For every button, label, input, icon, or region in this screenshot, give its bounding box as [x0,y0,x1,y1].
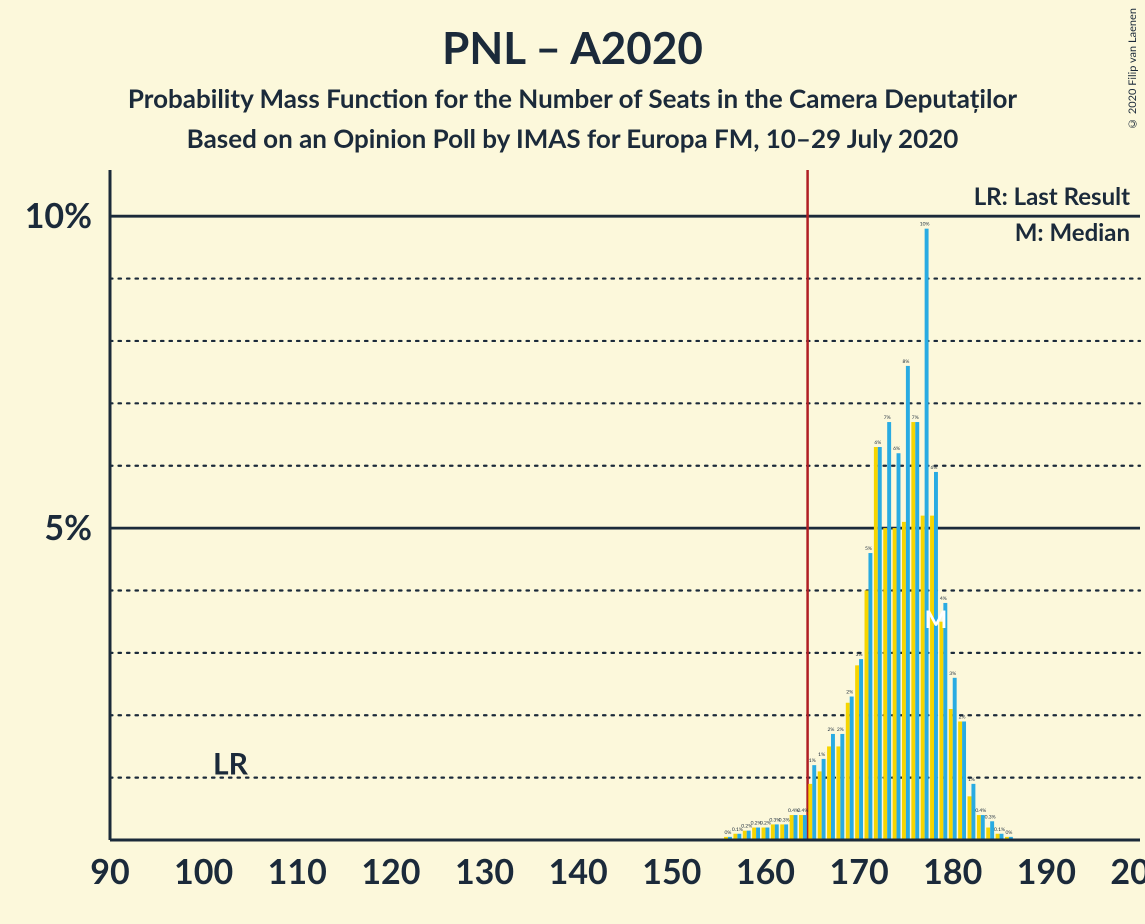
bar-blue [906,366,910,840]
x-tick-label: 90 [90,851,129,892]
bar-value-label: 0% [725,830,732,836]
bar-value-label: 5% [865,546,872,552]
bar-value-label: 8% [902,359,909,365]
bar-value-label: 2% [846,690,853,696]
bar-blue [812,765,816,840]
bar-value-label: 7% [912,415,919,421]
bar-yellow [780,824,784,840]
bar-yellow [762,828,766,840]
bar-value-label: 0.3% [985,814,996,820]
bar-yellow [818,771,822,840]
bar-value-label: 0.3% [779,817,790,823]
bar-blue [953,678,957,840]
bar-blue [831,734,835,840]
x-tick-label: 110 [268,851,327,892]
bar-blue [868,553,872,840]
bar-yellow [874,447,878,840]
bar-yellow [921,516,925,840]
x-tick-label: 190 [1017,851,1076,892]
bar-yellow [893,528,897,840]
bar-blue [794,815,798,840]
bar-yellow [902,522,906,840]
bar-yellow [799,815,803,840]
bar-blue [775,824,779,840]
bar-blue [765,828,769,840]
y-tick-label: 5% [44,507,92,548]
bar-value-label: 6% [874,440,881,446]
bar-yellow [949,709,953,840]
bar-yellow [930,516,934,840]
bar-value-label: 2% [828,727,835,733]
bar-value-label: 6% [893,446,900,452]
bar-yellow [986,828,990,840]
x-tick-label: 100 [174,851,233,892]
x-tick-label: 170 [830,851,889,892]
bar-value-label: 1% [809,758,816,764]
bar-yellow [865,590,869,840]
bar-blue [784,824,788,840]
median-marker-label: M [925,605,948,634]
legend-lr: LR: Last Result [974,182,1130,211]
bar-blue [962,721,966,840]
bar-yellow [827,746,831,840]
bar-value-label: 6% [931,465,938,471]
bar-value-label: 0.1% [994,827,1005,833]
bar-yellow [911,422,915,840]
bar-blue [943,603,947,840]
bar-blue [850,697,854,840]
bar-value-label: 10% [920,222,930,228]
bar-value-label: 1% [818,752,825,758]
bar-value-label: 4% [940,596,947,602]
bar-blue [897,453,901,840]
bar-blue [925,229,929,840]
bar-blue [878,447,882,840]
x-tick-label: 160 [736,851,795,892]
x-tick-label: 150 [642,851,701,892]
bar-yellow [939,622,943,840]
x-tick-label: 140 [549,851,608,892]
bar-value-label: 7% [884,415,891,421]
lr-marker-label: LR [213,746,249,782]
bar-blue [822,759,826,840]
x-tick-label: 180 [923,851,982,892]
bar-blue [756,828,760,840]
bar-yellow [836,746,840,840]
bar-yellow [883,528,887,840]
x-tick-label: 120 [361,851,420,892]
bar-yellow [855,665,859,840]
bar-yellow [790,815,794,840]
x-tick-label: 200 [1110,851,1145,892]
y-tick-label: 10% [25,195,92,236]
bar-blue [934,472,938,840]
bar-blue [803,815,807,840]
bar-value-label: 2% [837,727,844,733]
bar-blue [887,422,891,840]
bar-yellow [846,703,850,840]
bar-blue [840,734,844,840]
legend-m: M: Median [1015,218,1130,247]
bar-yellow [968,796,972,840]
bar-yellow [958,721,962,840]
bar-yellow [977,815,981,840]
bar-value-label: 0.4% [797,808,808,814]
bar-yellow [771,824,775,840]
bar-value-label: 3% [949,671,956,677]
bar-value-label: 2% [959,714,966,720]
bar-yellow [808,784,812,840]
bar-blue [915,422,919,840]
bar-value-label: 0.4% [975,808,986,814]
x-tick-label: 130 [455,851,514,892]
pmf-chart: 5%10%0%0.1%0.2%0.2%0.2%0.3%0.3%0.4%0.4%1… [0,0,1145,924]
bar-value-label: 1% [968,777,975,783]
bar-blue [859,659,863,840]
bar-value-label: 3% [856,652,863,658]
bar-value-label: 0% [1005,830,1012,836]
bar-yellow [752,828,756,840]
